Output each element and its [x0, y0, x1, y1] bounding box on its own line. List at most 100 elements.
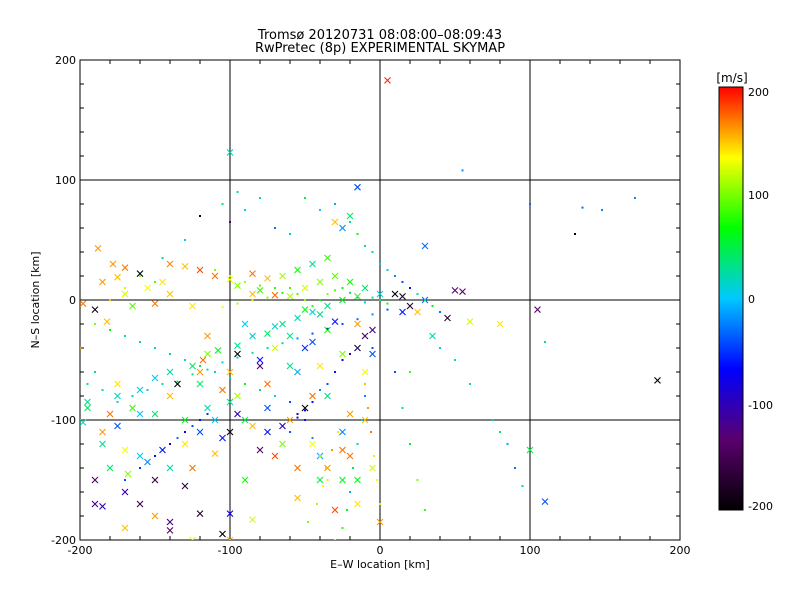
data-point-dot — [341, 527, 344, 529]
x-tick-label: -100 — [218, 544, 243, 557]
data-point-dot — [454, 359, 456, 361]
data-point-dot — [86, 383, 89, 385]
data-point-cross — [399, 308, 406, 316]
data-point-dot — [139, 275, 141, 277]
data-point-cross — [181, 263, 189, 270]
data-point-cross — [271, 452, 279, 460]
data-point-dot — [304, 299, 306, 301]
data-point-cross — [354, 500, 361, 508]
data-point-cross — [211, 416, 219, 424]
data-point-dot — [176, 380, 179, 383]
data-point-dot — [364, 383, 366, 385]
data-point-cross — [84, 398, 91, 406]
data-point-dot — [131, 395, 134, 397]
data-point-cross — [316, 278, 324, 286]
data-point-cross — [354, 476, 361, 484]
data-point-dot — [176, 437, 179, 439]
data-point-dot — [199, 419, 201, 421]
data-point-dot — [307, 521, 309, 523]
data-point-dot — [229, 275, 231, 277]
colorbar-tick-label: -200 — [748, 500, 773, 513]
data-point-dot — [206, 368, 209, 371]
data-point-cross — [199, 356, 207, 364]
data-point-dot — [439, 311, 441, 313]
data-point-cross — [99, 278, 106, 286]
data-point-cross — [279, 272, 286, 280]
data-point-dot — [416, 293, 419, 295]
data-point-dot — [266, 296, 269, 299]
data-point-cross — [354, 183, 361, 191]
data-point-cross — [249, 332, 256, 340]
data-point-dot — [349, 353, 351, 355]
y-tick-label: 200 — [55, 54, 76, 67]
data-point-cross — [324, 302, 331, 310]
data-point-cross — [541, 498, 549, 505]
x-tick-label: 0 — [377, 544, 384, 557]
data-point-dot — [331, 449, 333, 451]
data-point-dot — [229, 377, 231, 379]
data-point-dot — [94, 371, 96, 373]
data-point-dot — [346, 509, 348, 511]
data-point-cross — [526, 446, 534, 454]
data-point-cross — [346, 452, 354, 460]
data-point-cross — [234, 410, 241, 418]
data-point-cross — [114, 422, 121, 430]
data-point-dot — [199, 215, 201, 217]
data-point-cross — [106, 410, 114, 418]
data-point-dot — [401, 281, 404, 283]
data-point-cross — [166, 392, 174, 400]
data-point-dot — [364, 301, 366, 304]
data-point-cross — [226, 368, 234, 376]
y-tick-label: -100 — [51, 414, 76, 427]
data-point-cross — [369, 350, 376, 358]
data-point-cross — [189, 302, 196, 310]
data-point-dot — [544, 341, 546, 343]
colorbar-unit-label: [m/s] — [716, 71, 747, 85]
data-point-dot — [352, 467, 354, 469]
data-point-dot — [356, 347, 359, 349]
data-point-cross — [214, 347, 222, 354]
data-point-dot — [601, 209, 603, 211]
data-point-dot — [367, 407, 369, 409]
data-point-cross — [309, 260, 316, 268]
data-point-cross — [264, 428, 271, 436]
data-point-cross — [361, 368, 369, 376]
data-point-cross — [166, 527, 174, 534]
data-point-dot — [371, 251, 374, 253]
data-point-cross — [346, 410, 354, 418]
data-point-cross — [301, 284, 309, 292]
data-point-cross — [204, 404, 211, 412]
data-point-cross — [151, 476, 159, 484]
data-point-cross — [301, 404, 309, 412]
data-point-dot — [581, 206, 584, 209]
data-point-dot — [229, 221, 231, 223]
data-point-dot — [424, 509, 426, 511]
data-point-dot — [191, 425, 194, 427]
data-point-cross — [339, 446, 346, 454]
data-point-dot — [356, 318, 359, 321]
data-point-cross — [226, 428, 234, 436]
data-point-dot — [169, 443, 171, 445]
data-point-cross — [339, 476, 346, 484]
data-point-dot — [109, 299, 111, 301]
data-point-dot — [499, 431, 501, 433]
data-point-cross — [286, 332, 294, 340]
data-point-dot — [221, 203, 224, 205]
data-point-cross — [249, 270, 256, 277]
data-point-cross — [151, 410, 159, 418]
data-point-cross — [219, 434, 226, 442]
data-point-cross — [369, 326, 376, 334]
data-point-dot — [214, 371, 216, 373]
data-point-dot — [251, 299, 254, 301]
data-point-cross — [91, 476, 99, 484]
data-point-dot — [326, 293, 329, 295]
data-point-dot — [191, 373, 194, 376]
data-point-cross — [361, 332, 369, 340]
data-point-dot — [334, 289, 336, 292]
x-tick-label: 100 — [520, 544, 541, 557]
data-point-dot — [259, 197, 261, 199]
data-point-cross — [309, 308, 316, 316]
data-point-dot — [469, 383, 471, 385]
data-point-dot — [184, 239, 186, 241]
data-point-cross — [331, 218, 339, 226]
